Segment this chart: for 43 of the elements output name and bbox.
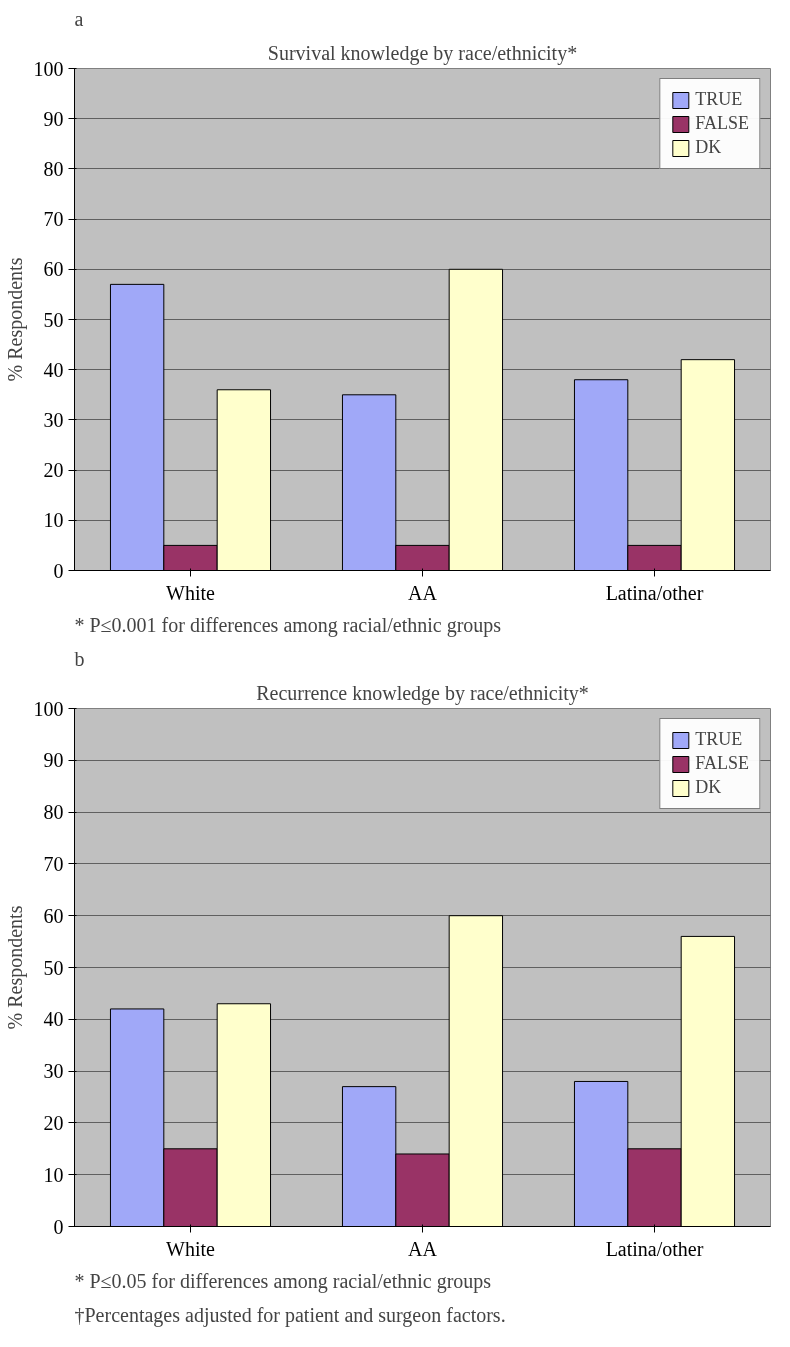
x-tick-label: Latina/other [605,1237,704,1260]
y-tick-label: 60 [43,904,64,927]
y-tick-label: 100 [33,697,64,720]
y-tick-label: 40 [43,1008,64,1031]
y-tick-label: 80 [43,801,64,824]
y-tick-label: 90 [43,749,64,772]
y-tick-label: 50 [43,956,64,979]
legend-label: FALSE [695,753,749,774]
text: b [74,647,85,670]
y-tick-label: 20 [43,1111,64,1134]
y-tick-label: 80 [43,157,64,180]
y-tick-label: 40 [43,358,64,381]
y-tick-label: 70 [43,208,64,231]
y-tick-label: 10 [43,1163,64,1186]
y-tick-label: 100 [33,57,64,80]
legend-label: TRUE [695,729,743,750]
y-axis-title: % Respondents [3,257,27,382]
legend-label: DK [695,137,722,158]
text: * P≤0.001 for differences among racial/ethnic groups [74,613,502,637]
text: a [74,7,84,30]
y-tick-label: 20 [43,459,64,482]
x-tick-label: White [166,581,216,604]
x-tick-label: AA [408,581,438,604]
x-tick-label: Latina/other [605,581,704,604]
legend-label: TRUE [695,89,743,110]
y-tick-label: 10 [43,509,64,532]
y-tick-label: 0 [53,1215,64,1238]
y-tick-label: 30 [43,1060,64,1083]
chart-title: Survival knowledge by race/ethnicity* [267,41,578,65]
legend-label: FALSE [695,113,749,134]
x-tick-label: AA [408,1237,438,1260]
y-tick-label: 70 [43,852,64,875]
y-tick-label: 60 [43,258,64,281]
y-tick-label: 30 [43,408,64,431]
x-tick-label: White [166,1237,216,1260]
text: * P≤0.05 for differences among racial/ethnic groups [74,1269,492,1293]
y-tick-label: 90 [43,107,64,130]
chart-title: Recurrence knowledge by race/ethnicity* [256,681,589,705]
y-axis-title: % Respondents [3,905,27,1030]
legend-label: DK [695,777,722,798]
y-tick-label: 0 [53,559,64,582]
y-tick-label: 50 [43,308,64,331]
text: †Percentages adjusted for patient and surgeon factors. [74,1303,506,1327]
